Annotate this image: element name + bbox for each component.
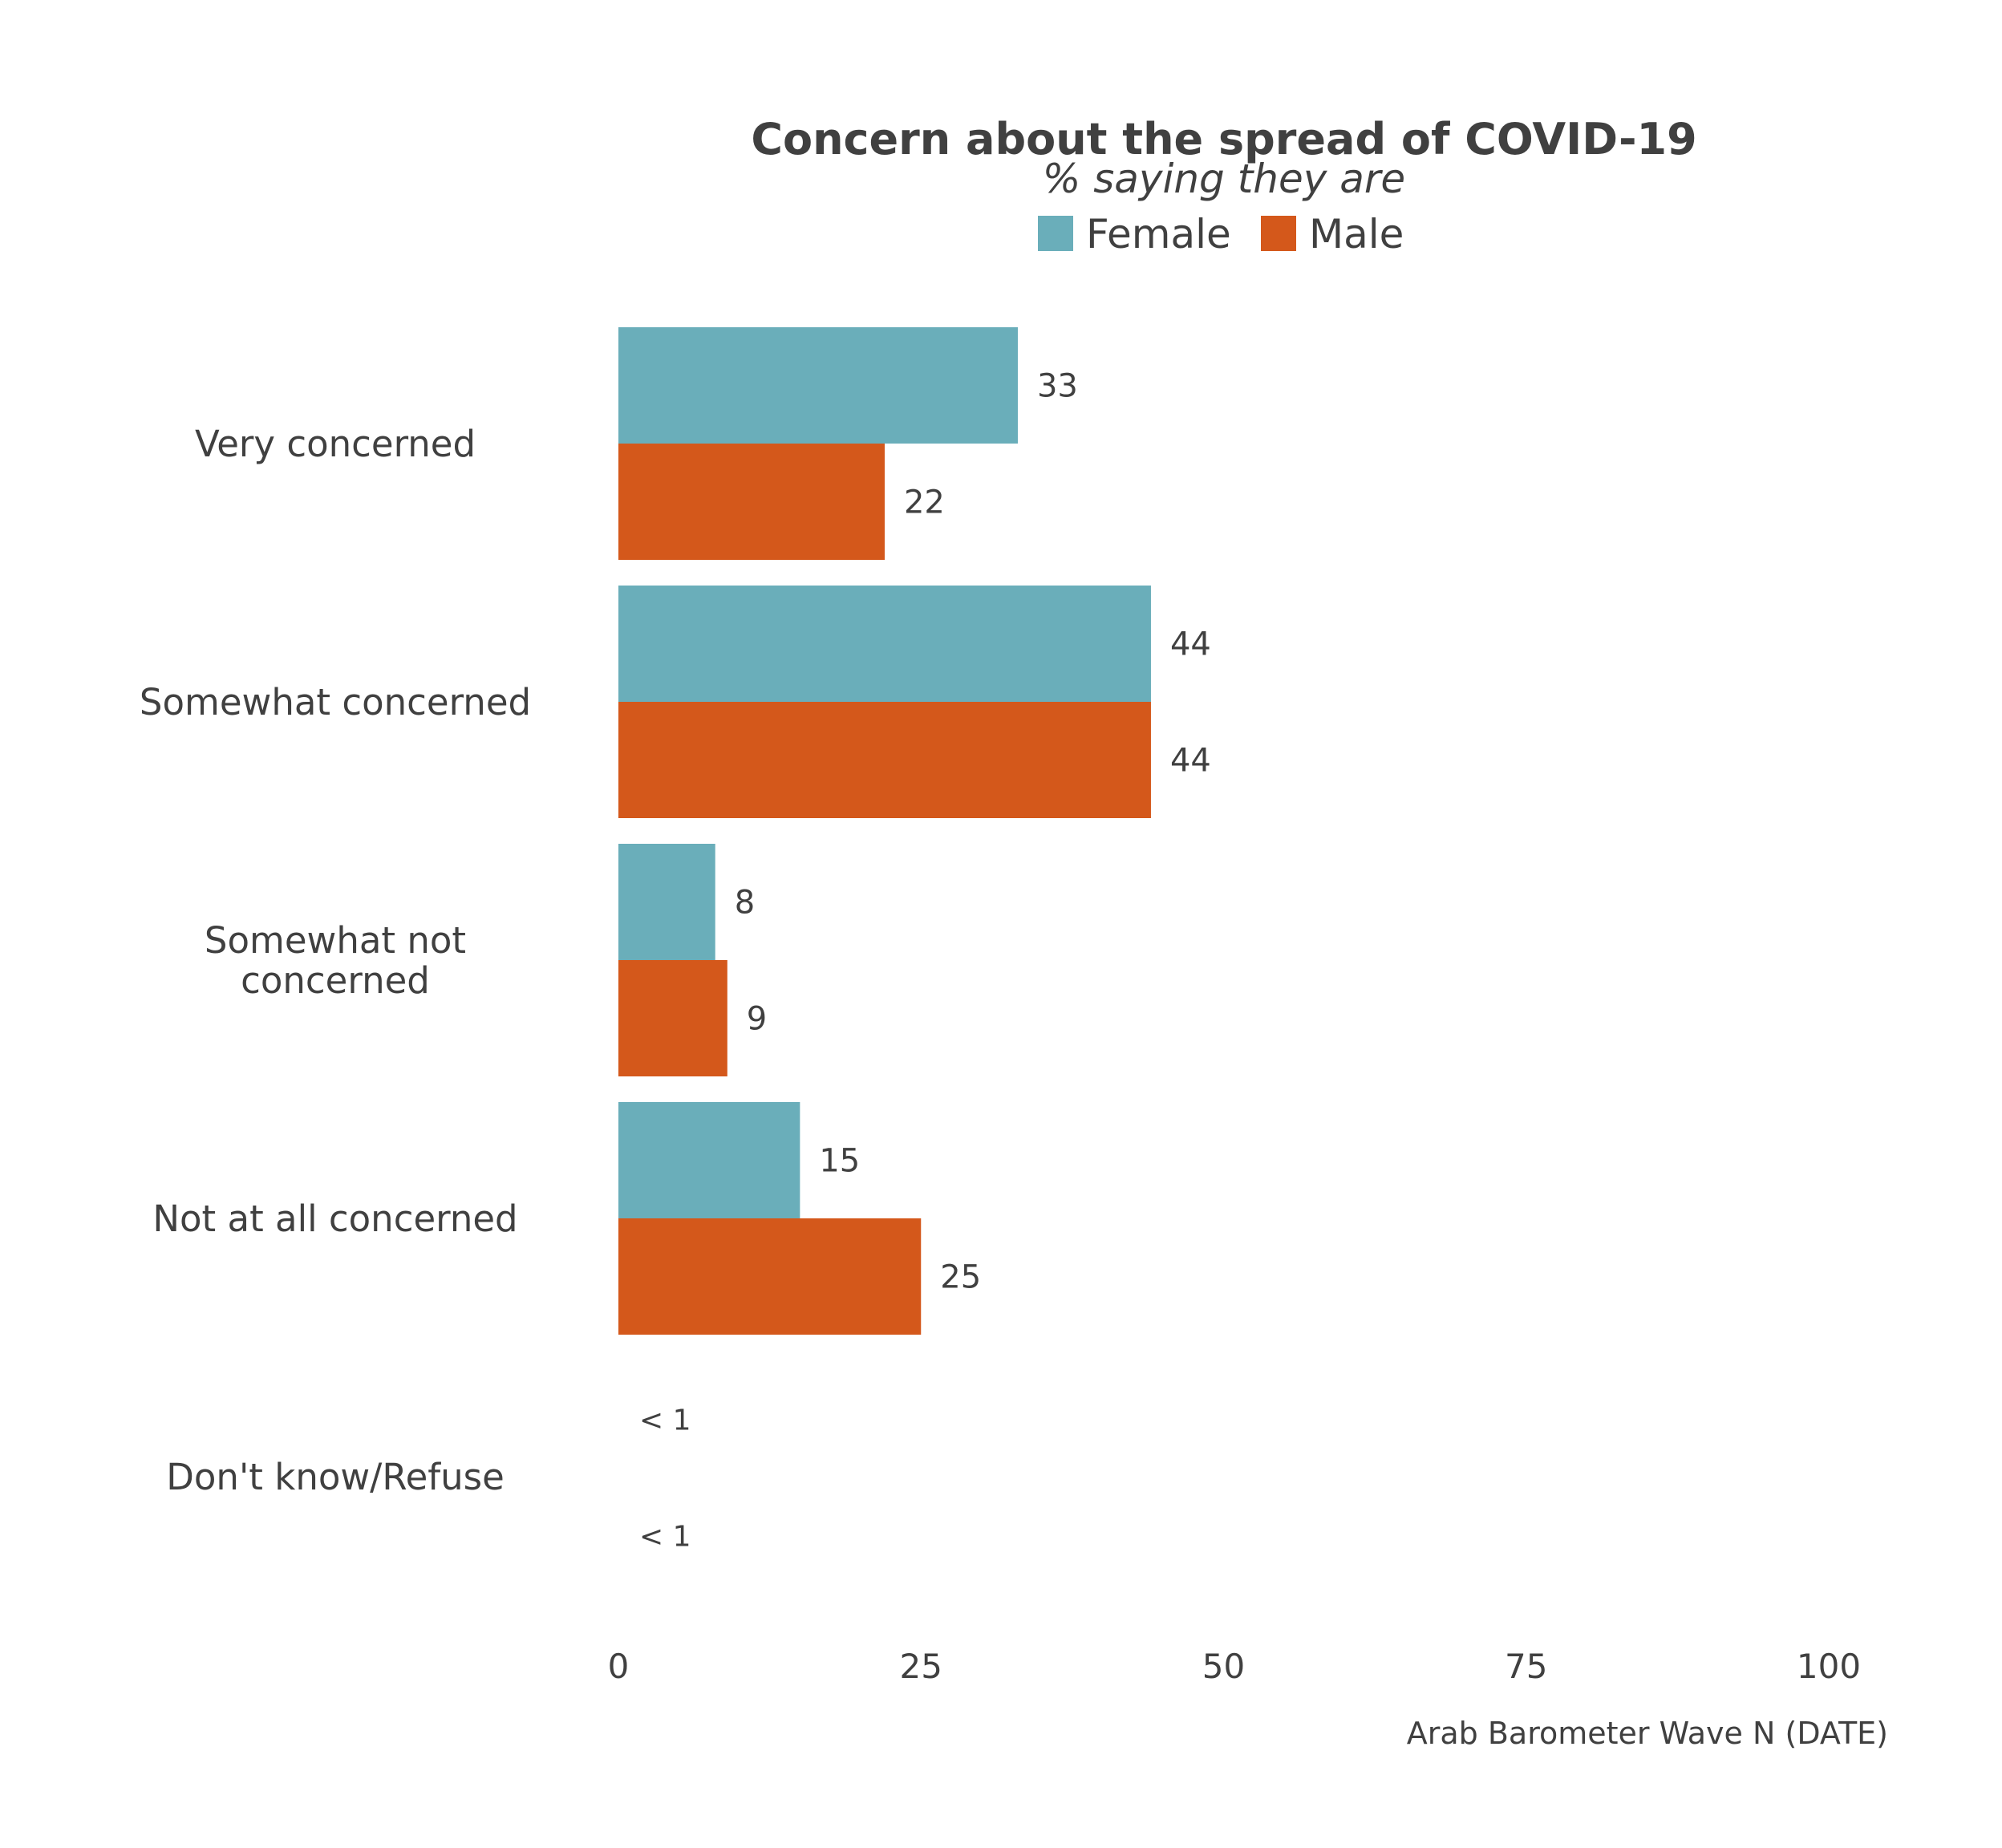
x-tick-label-50: 50 bbox=[1202, 1647, 1245, 1686]
x-tick-label-0: 0 bbox=[608, 1647, 630, 1686]
legend-swatch-male bbox=[1261, 216, 1296, 251]
bar-female-somewhat-not-concerned bbox=[618, 844, 715, 960]
x-tick-label-75: 75 bbox=[1505, 1647, 1547, 1686]
data-label-female-somewhat-concerned: 44 bbox=[1170, 626, 1211, 663]
data-label-female-don-t-know-refuse: < 1 bbox=[639, 1404, 691, 1437]
data-label-male-not-at-all-concerned: 25 bbox=[940, 1259, 981, 1296]
category-label-very-concerned: Very concerned bbox=[195, 423, 476, 465]
category-labels: Very concerned Somewhat concerned Somewhat… bbox=[140, 423, 531, 1498]
data-label-female-somewhat-not-concerned: 8 bbox=[735, 885, 755, 922]
x-tick-label-25: 25 bbox=[900, 1647, 942, 1686]
data-label-female-very-concerned: 33 bbox=[1037, 368, 1078, 405]
bar-male-not-at-all-concerned bbox=[618, 1218, 922, 1335]
data-label-male-somewhat-not-concerned: 9 bbox=[747, 1001, 767, 1038]
data-label-male-very-concerned: 22 bbox=[904, 484, 945, 521]
data-label-male-don-t-know-refuse: < 1 bbox=[639, 1521, 691, 1554]
bars bbox=[618, 327, 1151, 1335]
legend-label-female: Female bbox=[1086, 211, 1231, 257]
bar-male-somewhat-concerned bbox=[618, 702, 1151, 818]
chart-title: Concern about the spread of COVID-19 bbox=[751, 114, 1696, 164]
data-labels: 33 44 8 15 < 1 22 44 9 25 < 1 bbox=[639, 368, 1211, 1554]
chart-subtitle: % saying they are bbox=[1043, 156, 1405, 202]
category-label-not-at-all-concerned: Not at all concerned bbox=[152, 1198, 517, 1240]
bar-female-not-at-all-concerned bbox=[618, 1102, 800, 1218]
category-label-somewhat-not-concerned: Somewhat not concerned bbox=[205, 919, 466, 1002]
category-label-don-t-know-refuse: Don't know/Refuse bbox=[166, 1456, 505, 1498]
legend: Female Male bbox=[1038, 211, 1404, 257]
legend-swatch-female bbox=[1038, 216, 1073, 251]
x-tick-label-100: 100 bbox=[1797, 1647, 1861, 1686]
bar-female-very-concerned bbox=[618, 327, 1018, 444]
bar-male-somewhat-not-concerned bbox=[618, 960, 727, 1076]
bar-female-somewhat-concerned bbox=[618, 586, 1151, 702]
x-axis: 0 25 50 75 100 bbox=[608, 1647, 1861, 1686]
category-label-somewhat-concerned: Somewhat concerned bbox=[140, 681, 531, 723]
legend-label-male: Male bbox=[1309, 211, 1404, 257]
data-label-male-somewhat-concerned: 44 bbox=[1170, 743, 1211, 780]
bar-male-very-concerned bbox=[618, 444, 885, 560]
data-label-female-not-at-all-concerned: 15 bbox=[819, 1143, 860, 1180]
chart-caption: Arab Barometer Wave N (DATE) bbox=[1407, 1716, 1888, 1751]
